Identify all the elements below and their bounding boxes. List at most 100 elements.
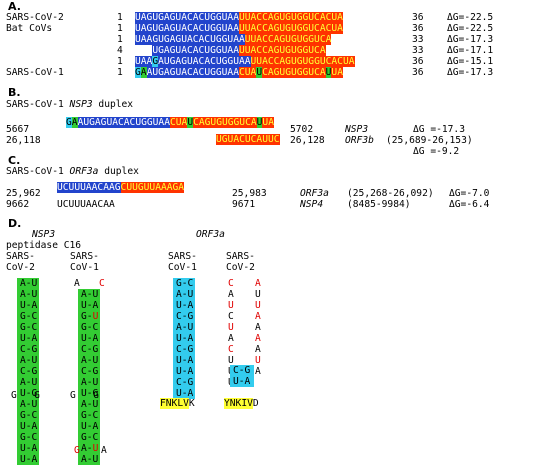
base-pair: A-U (20, 289, 38, 300)
nsp3-cov1-loop: G G (70, 390, 99, 401)
base-pair: C-G (20, 366, 38, 377)
sequence-segment: U (256, 67, 263, 78)
base-pair: A-U (176, 322, 194, 333)
orf3a-cov2-left-base: C (228, 311, 234, 322)
b-row2-sequence: UGUACUCAUUC (216, 134, 280, 145)
sequence-segment: G (152, 56, 159, 67)
base-pair: U-A (176, 366, 194, 377)
orf3a-cov2-right-base: U (255, 300, 261, 311)
a-row-dg: ΔG=-22.5 (447, 12, 494, 23)
b-row2-start: 26,118 (6, 135, 41, 146)
a-row-start: 4 (117, 45, 123, 56)
orf3a-col-sars1-header: SARS- CoV-1 (168, 251, 197, 273)
orf3a-cov2-right-base: A (255, 366, 261, 377)
a-row-start: 1 (117, 67, 123, 78)
base-pair: G-C (81, 322, 99, 333)
orf3a-cov2-right-base: A (255, 311, 261, 322)
c-row2-gene: NSP4 (300, 199, 324, 210)
base-pair: U-A (176, 300, 194, 311)
nsp3-cov2-stem-bottom: A-U G-C U-A G-C U-A U-A (17, 399, 39, 465)
orf3a-cov2-left-base: C (228, 344, 234, 355)
orf3a-title: ORF3a (196, 229, 225, 240)
a-row-dg: ΔG=-17.3 (447, 67, 494, 78)
orf3a-cov1-stem: G-C A-U U-A C-G A-U U-A C-G U-A U-A C-G U-A (173, 278, 195, 399)
sequence-segment (135, 45, 152, 56)
base-pair: U-A (20, 333, 38, 344)
nsp3-cov1-open-right: C (99, 278, 105, 289)
sequence-segment: UAA (135, 56, 153, 67)
a-row-start: 1 (117, 34, 123, 45)
base-pair: U-G (20, 388, 38, 399)
nsp3-cov1-open-left: A (74, 278, 80, 289)
sequence-segment: UCUUUAACAAG (57, 182, 121, 193)
sequence-segment: UUACCAGUGUGGUCACUA (238, 23, 343, 34)
base-pair: U-A (176, 355, 194, 366)
a-row-sequence: UAAGUGAGUACACUGGUAAUUACCAGUGUGGUCA (135, 34, 332, 45)
base-pair: A-U (20, 399, 38, 410)
base-pair: G-C (81, 410, 99, 421)
c-row2-range: (8485-9984) (347, 199, 411, 210)
nsp3-cov1-bottom-open-right: A (101, 445, 107, 456)
nsp3-cov2-loop: G G (11, 390, 40, 401)
sequence-segment: UUACCAGUGUGGUCACUA (250, 56, 355, 67)
orf3a-cov2-right-base: U (255, 355, 261, 366)
orf3a-cov2-right-base: A (255, 322, 261, 333)
orf3a-col-sars2-header: SARS- CoV-2 (226, 251, 255, 273)
nsp3-cov1-bottom-open-left: G (74, 445, 80, 456)
sequence-segment: UA (262, 117, 274, 128)
a-row-sequence: UGAGUACACUGGUAAUUACCAGUGUGGUCA (135, 45, 326, 56)
section-d-label: D. (8, 217, 22, 230)
c-row2-start: 9662 (6, 199, 30, 210)
sequence-segment: G (135, 67, 141, 78)
base-pair: C-G (233, 365, 251, 376)
a-row-sequence: UAGUGAGUACACUGGUAAUUACCAGUGUGGUCACUA (135, 23, 343, 34)
a-row-start: 1 (117, 12, 123, 23)
base-pair: G-C (20, 311, 38, 322)
base-pair: U-A (20, 454, 38, 465)
a-row-sequence: UAGUGAGUACACUGGUAAUUACCAGUGUGGUCACUA (135, 12, 343, 23)
base-pair: A-U (20, 377, 38, 388)
sequence-segment: UAGUGAGUACACUGGUAA (135, 12, 239, 23)
orf3a-cov2-left-base: A (228, 289, 234, 300)
c-row1-end: 25,983 (232, 188, 267, 199)
a-row-start: 1 (117, 56, 123, 67)
sequence-segment: CUUGUUAAAGA (120, 182, 185, 193)
base-pair: A-U (20, 355, 38, 366)
base-pair: A-U (81, 377, 99, 388)
a-row-end: 36 (412, 23, 424, 34)
base-pair: A-U (81, 443, 99, 454)
base-pair: A-U (81, 355, 99, 366)
peptide-1: FNKLVK (160, 398, 195, 409)
base-pair: G-C (20, 432, 38, 443)
base-pair: C-G (81, 344, 99, 355)
a-row-name: SARS-CoV-1 (6, 67, 64, 78)
sequence-segment: A (71, 117, 78, 128)
c-row1-sequence: UCUUUAACAAGCUUGUUAAAGA (57, 182, 185, 193)
base-pair: C-G (176, 377, 194, 388)
b-row1-start: 5667 (6, 124, 30, 135)
section-b-label: B. (8, 86, 21, 99)
c-row2-end: 9671 (232, 199, 256, 210)
c-row1-range: (25,268-26,092) (347, 188, 434, 199)
sequence-segment: CUA (169, 117, 188, 128)
orf3a-cov2-right-base: U (255, 289, 261, 300)
c-row2-sequence: UCUUUAACAA (57, 199, 115, 210)
a-row-end: 33 (412, 34, 424, 45)
sequence-segment: A (140, 67, 147, 78)
base-pair: U-A (176, 388, 194, 399)
b-row2-range: (25,689-26,153) (386, 135, 473, 146)
base-pair: A-U (176, 289, 194, 300)
nsp3-col-sars2-header: SARS- CoV-2 (6, 251, 35, 273)
section-b-title: SARS-CoV-1 NSP3 duplex (6, 99, 134, 110)
base-pair: C-G (81, 366, 99, 377)
sequence-segment: G (66, 117, 72, 128)
base-pair: U-A (20, 443, 38, 454)
sequence-segment: UUACCAGUGUGGUCA (238, 45, 326, 56)
base-pair: G-C (176, 278, 194, 289)
sequence-segment: UA (331, 67, 343, 78)
section-c-title: SARS-CoV-1 ORF3a duplex (6, 166, 139, 177)
orf3a-cov2-left-base: U (228, 355, 234, 366)
a-row-start: 1 (117, 23, 123, 34)
sequence-segment: U (187, 117, 194, 128)
orf3a-cov2-left-base: U (228, 300, 234, 311)
